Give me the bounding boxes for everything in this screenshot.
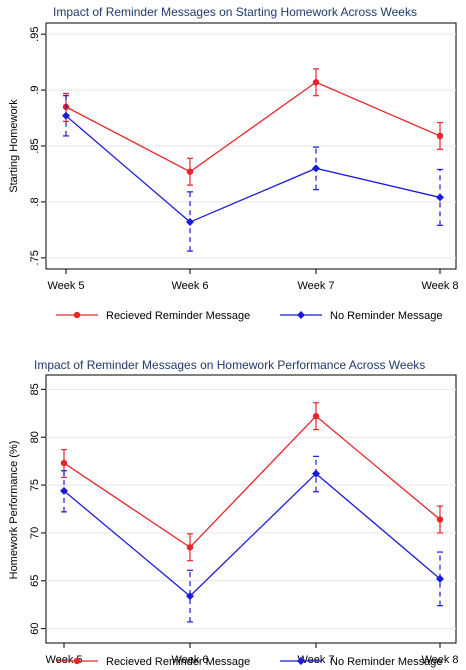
y-tick-label: .9 xyxy=(29,85,41,94)
y-tick-label: 70 xyxy=(29,527,41,539)
y-tick-label: 80 xyxy=(29,431,41,443)
data-point xyxy=(60,459,68,467)
plot-area xyxy=(45,374,457,644)
x-tick-label: Week 5 xyxy=(45,654,82,666)
x-tick-label: Week 6 xyxy=(171,280,208,292)
legend-item: Recieved Reminder Message xyxy=(56,656,250,668)
legend-label: Recieved Reminder Message xyxy=(106,310,250,322)
series-line xyxy=(63,472,441,597)
x-tick-label: Week 8 xyxy=(421,280,458,292)
y-tick-label: .75 xyxy=(29,250,41,265)
legend-marker xyxy=(297,311,305,319)
legend-marker xyxy=(73,657,81,665)
data-point xyxy=(186,592,194,601)
y-tick-label: 60 xyxy=(29,623,41,635)
data-point xyxy=(186,168,194,175)
y-axis: 60 65 70 75 80 85 xyxy=(29,383,46,635)
legend-item: No Reminder Message xyxy=(280,310,443,322)
gridlines xyxy=(46,388,456,630)
legend: Recieved Reminder Message No Reminder Mes… xyxy=(56,310,443,322)
chart-title: Impact of Reminder Messages on Starting … xyxy=(53,5,417,19)
data-point xyxy=(312,469,320,478)
x-tick-label: Week 7 xyxy=(297,280,334,292)
data-point xyxy=(312,164,320,173)
data-point xyxy=(436,132,444,140)
series-group xyxy=(62,68,444,252)
y-axis: .75 .8 .85 .9 .95 xyxy=(29,27,46,265)
x-tick-label: Week 8 xyxy=(421,654,458,666)
legend-item: Recieved Reminder Message xyxy=(56,310,250,322)
series-reminder xyxy=(62,68,444,186)
series-no-reminder xyxy=(62,95,444,252)
series-line xyxy=(63,415,441,549)
series-group xyxy=(60,402,444,623)
y-tick-label: 75 xyxy=(29,479,41,491)
y-tick-label: 85 xyxy=(29,383,41,395)
data-point xyxy=(312,412,320,420)
data-point xyxy=(436,193,444,202)
legend: Recieved Reminder Message No Reminder Mes… xyxy=(56,656,443,668)
series-no-reminder xyxy=(60,455,444,623)
x-tick-label: Week 7 xyxy=(297,654,334,666)
legend-marker xyxy=(73,311,81,319)
y-axis-label: Starting Homework xyxy=(8,99,20,193)
gridlines xyxy=(46,33,456,259)
chart-homework-performance: Impact of Reminder Messages on Homework … xyxy=(8,358,459,668)
y-tick-label: .85 xyxy=(29,138,41,153)
series-line xyxy=(65,81,441,173)
legend-label: No Reminder Message xyxy=(330,656,443,668)
data-point xyxy=(186,544,194,551)
legend-item: No Reminder Message xyxy=(280,656,443,668)
data-point xyxy=(186,218,194,227)
y-tick-label: .95 xyxy=(29,27,41,42)
data-point xyxy=(62,111,70,120)
x-axis: Week 5 Week 6 Week 7 Week 8 xyxy=(45,643,459,666)
data-point xyxy=(312,79,320,86)
x-tick-label: Week 6 xyxy=(171,654,208,666)
y-tick-label: .8 xyxy=(29,197,41,206)
x-axis: Week 5 Week 6 Week 7 Week 8 xyxy=(47,269,459,292)
legend-label: Recieved Reminder Message xyxy=(106,656,250,668)
data-point xyxy=(436,574,444,583)
y-tick-label: 65 xyxy=(29,575,41,587)
chart-starting-homework: Impact of Reminder Messages on Starting … xyxy=(8,5,459,322)
legend-marker xyxy=(297,657,305,665)
data-point xyxy=(436,516,444,523)
legend-label: No Reminder Message xyxy=(330,310,443,322)
series-reminder xyxy=(60,402,444,562)
series-line xyxy=(65,115,441,223)
x-tick-label: Week 5 xyxy=(47,280,84,292)
chart-title: Impact of Reminder Messages on Homework … xyxy=(34,358,425,372)
data-point xyxy=(60,486,68,495)
y-axis-label: Homework Performance (%) xyxy=(8,441,20,580)
